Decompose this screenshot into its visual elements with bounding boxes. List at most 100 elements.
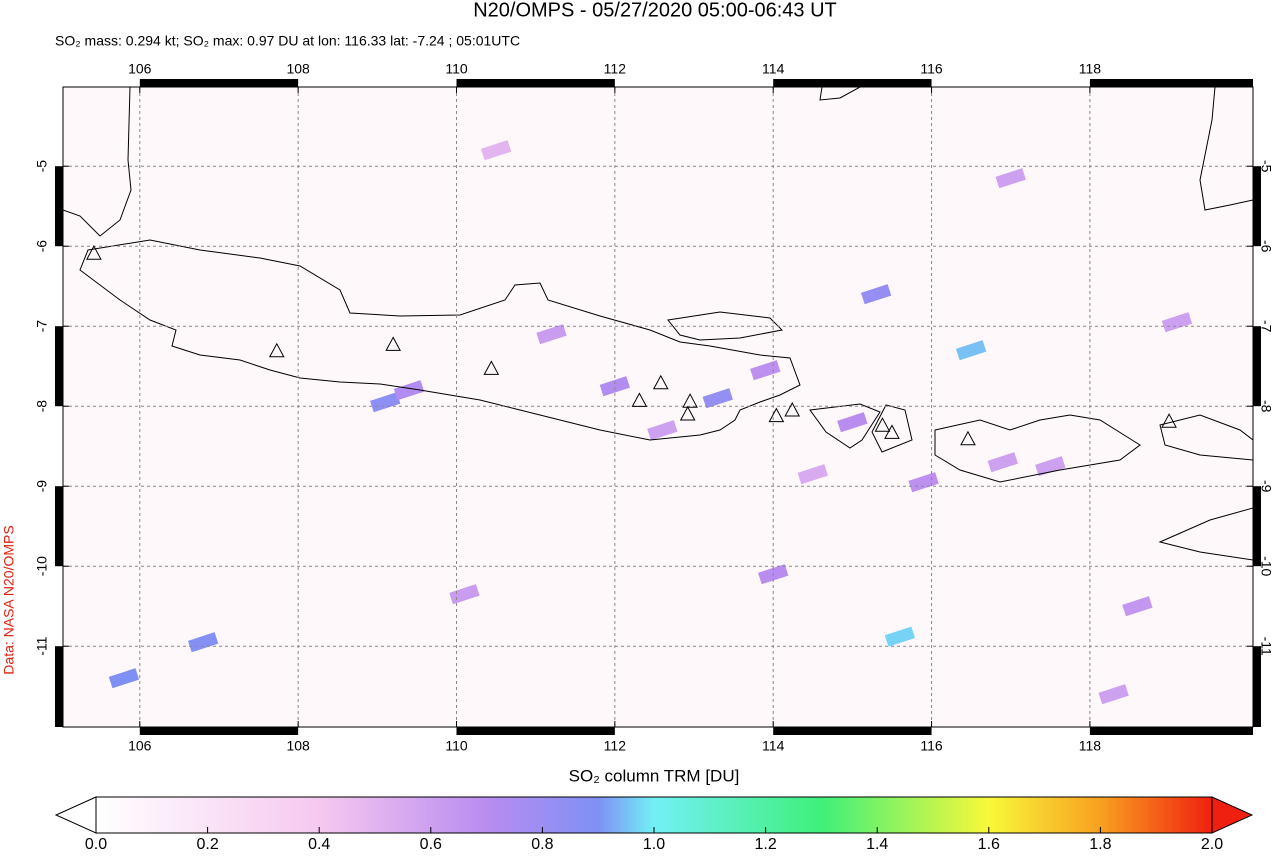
y-tick-label: -7	[34, 320, 50, 333]
colorbar-label: SO₂ column TRM [DU]	[569, 766, 740, 785]
colorbar-tick-label: 0.2	[196, 836, 218, 853]
y-tick-label: -5	[34, 160, 50, 173]
colorbar-high-arrow	[1211, 796, 1254, 834]
so2-pixel	[987, 452, 1018, 473]
volcano-marker	[768, 407, 785, 423]
volcano-marker	[884, 424, 900, 439]
so2-pixel	[536, 324, 567, 345]
volcano-marker	[960, 430, 976, 446]
frame-band	[55, 646, 63, 727]
so2-pixel	[599, 376, 631, 397]
map-frame	[62, 86, 1254, 728]
y-tick-label: -5	[1258, 160, 1272, 173]
so2-pixel	[1098, 684, 1129, 705]
y-tick-label: -8	[34, 400, 50, 413]
bali-coast	[809, 403, 881, 449]
y-tick-label: -7	[1258, 320, 1272, 333]
so2-pixel	[702, 388, 733, 409]
so2-pixel	[370, 392, 401, 413]
colorbar-low-arrow	[54, 796, 97, 834]
colorbar-tick-label: 1.2	[754, 836, 776, 853]
frame-band	[456, 79, 615, 87]
chart-title: N20/OMPS - 05/27/2020 05:00-06:43 UT	[473, 0, 837, 21]
x-tick-label: 106	[128, 61, 152, 77]
colorbar-tick-label: 0.4	[308, 836, 330, 853]
frame-band	[1253, 166, 1261, 247]
y-tick-label: -6	[34, 240, 50, 253]
frame-band	[456, 727, 615, 735]
x-tick-label: 116	[920, 738, 943, 754]
axis-frame	[55, 79, 1261, 735]
so2-pixel	[1161, 312, 1193, 333]
x-tick-label: 112	[604, 61, 627, 77]
coastlines	[63, 87, 1253, 561]
so2-pixel	[647, 420, 678, 441]
borneo-coast	[819, 87, 1253, 211]
lombok-coast	[871, 404, 913, 453]
volcano-marker	[874, 417, 891, 432]
frame-band	[139, 79, 299, 87]
x-tick-label: 106	[128, 738, 152, 754]
data-source: Data: NASA N20/OMPS	[1, 525, 17, 674]
y-tick-label: -10	[34, 556, 50, 576]
so2-pixel	[1122, 596, 1153, 617]
y-tick-label: -8	[1258, 400, 1272, 413]
so2-pixel	[837, 412, 868, 433]
java-coast	[79, 239, 801, 441]
colorbar-tick-label: 1.6	[978, 836, 1000, 853]
so2-pixel	[1035, 456, 1066, 477]
frame-band	[55, 326, 63, 407]
colorbar-tick-label: 1.8	[1089, 836, 1111, 853]
y-tick-label: -9	[1258, 480, 1272, 493]
frame-band	[1089, 727, 1253, 735]
volcano-marker	[268, 342, 285, 358]
x-tick-label: 116	[920, 61, 943, 77]
so2-pixel	[393, 380, 425, 401]
frame-band	[1253, 326, 1261, 407]
x-tick-label: 110	[445, 738, 468, 754]
volcanoes	[86, 245, 1177, 446]
y-tick-label: -10	[1258, 556, 1272, 576]
x-tick-label: 118	[1079, 61, 1102, 77]
y-tick-label: -9	[34, 480, 50, 493]
volcano-marker	[483, 360, 500, 375]
so2-pixel	[995, 168, 1026, 189]
colorbar-tick-label: 0.0	[85, 836, 107, 853]
colorbar-tick-label: 1.4	[866, 836, 888, 853]
so2-pixel	[187, 632, 219, 653]
x-tick-label: 110	[445, 61, 468, 77]
volcano-marker	[784, 401, 801, 417]
volcano-marker	[682, 393, 698, 408]
volcano-marker	[385, 336, 401, 351]
y-tick-label: -11	[34, 636, 50, 655]
colorbar-tick-label: 0.8	[531, 836, 553, 853]
x-tick-label: 108	[286, 61, 310, 77]
x-tick-label: 108	[286, 738, 310, 754]
x-tick-label: 114	[762, 61, 785, 77]
sumbawa-coast	[934, 414, 1141, 483]
frame-band	[55, 166, 63, 247]
x-tick-label: 112	[604, 738, 627, 754]
colorbar-tick-label: 2.0	[1201, 836, 1223, 853]
colorbar-tick-label: 1.0	[643, 836, 665, 853]
frame-band	[1089, 79, 1253, 87]
colorbar-tick-label: 0.6	[420, 836, 442, 853]
volcano-marker	[86, 245, 102, 260]
subtitle: SO₂ mass: 0.294 kt; SO₂ max: 0.97 DU at …	[55, 33, 520, 49]
so2-pixel	[884, 626, 916, 647]
so2-pixel	[860, 284, 892, 305]
so2-pixel	[797, 464, 828, 485]
so2-pixel	[955, 340, 987, 361]
map-background	[63, 87, 1253, 727]
x-tick-label: 114	[762, 738, 785, 754]
sumatra-coast	[63, 87, 132, 237]
frame-band	[139, 727, 299, 735]
y-tick-label: -11	[1258, 637, 1272, 656]
map	[63, 87, 1253, 727]
frame-band	[773, 727, 932, 735]
volcano-marker	[652, 374, 669, 390]
so2-pixel	[108, 668, 140, 689]
madura-coast	[667, 311, 784, 341]
